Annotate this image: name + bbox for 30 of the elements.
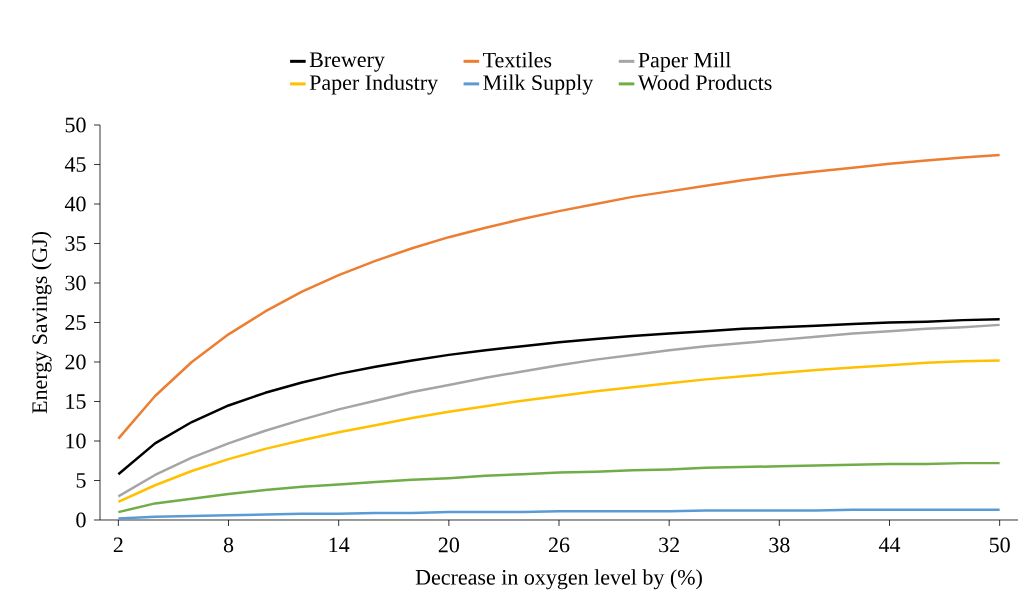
y-tick-label: 15 [66, 394, 86, 409]
y-tick-label: 30 [65, 275, 86, 291]
x-tick-label: 2 [113, 537, 123, 553]
x-tick-label: 38 [769, 537, 790, 553]
y-axis-title: Energy Savings (GJ) [31, 232, 52, 414]
x-tick-label: 8 [223, 537, 234, 553]
y-tick-label: 25 [65, 315, 86, 330]
line-series [117, 359, 1001, 504]
y-tick-label: 45 [64, 157, 86, 172]
y-tick-label: 20 [65, 354, 86, 370]
legend-label: Wood Products [637, 74, 772, 91]
y-tick-label: 50 [65, 117, 86, 133]
x-axis-title: Decrease in oxygen level by (%) [415, 569, 702, 590]
y-tick-label: 10 [66, 433, 86, 449]
x-tick-label: 26 [548, 537, 570, 553]
legend-label: Textiles [483, 52, 552, 68]
legend-label: Milk Supply [483, 74, 594, 95]
x-tick-label: 14 [329, 537, 350, 553]
line-series [117, 153, 1001, 440]
x-tick-label: 20 [438, 537, 459, 553]
x-tick-label: 44 [878, 537, 901, 553]
y-tick-label: 40 [64, 196, 86, 212]
y-tick-label: 0 [76, 512, 86, 528]
y-tick-label: 5 [76, 473, 86, 488]
x-tick-label: 32 [659, 537, 679, 553]
x-tick-label: 50 [989, 537, 1010, 553]
legend-label: Paper Industry [309, 74, 438, 95]
legend-label: Brewery [309, 52, 385, 72]
y-tick-label: 35 [65, 236, 86, 251]
legend-label: Paper Mill [638, 52, 731, 72]
